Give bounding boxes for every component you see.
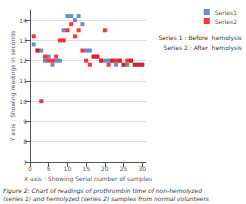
svg-text:Series2: Series2 xyxy=(215,18,237,25)
svg-text:(series 1) and hemolyzed (seri: (series 1) and hemolyzed (series 2) samp… xyxy=(3,195,209,203)
svg-text:8: 8 xyxy=(23,138,27,145)
svg-text:11: 11 xyxy=(19,77,27,84)
svg-text:X axis : Showing Serial number: X axis : Showing Serial number of sample… xyxy=(24,175,152,183)
svg-text:10: 10 xyxy=(19,98,27,105)
svg-text:5: 5 xyxy=(47,165,51,172)
svg-text:20: 20 xyxy=(101,165,109,172)
svg-text:Series 1 : Before hemolysis: Series 1 : Before hemolysis xyxy=(158,34,242,42)
svg-text:7: 7 xyxy=(23,159,27,166)
svg-text:25: 25 xyxy=(120,165,128,172)
svg-text:14: 14 xyxy=(19,17,27,24)
svg-text:12: 12 xyxy=(19,57,27,64)
svg-text:0: 0 xyxy=(28,165,32,172)
svg-text:30: 30 xyxy=(138,165,146,172)
svg-text:15: 15 xyxy=(82,165,90,172)
svg-text:Series1: Series1 xyxy=(215,9,237,16)
svg-text:Y axis : Showing readings in s: Y axis : Showing readings in seconds xyxy=(9,31,17,143)
svg-text:Figure 2: Chart of readings of: Figure 2: Chart of readings of prothromb… xyxy=(3,187,202,195)
svg-text:13: 13 xyxy=(19,37,27,44)
svg-text:Series 2 : After hemolysis: Series 2 : After hemolysis xyxy=(164,44,242,52)
svg-text:10: 10 xyxy=(64,165,72,172)
svg-text:9: 9 xyxy=(23,118,27,125)
